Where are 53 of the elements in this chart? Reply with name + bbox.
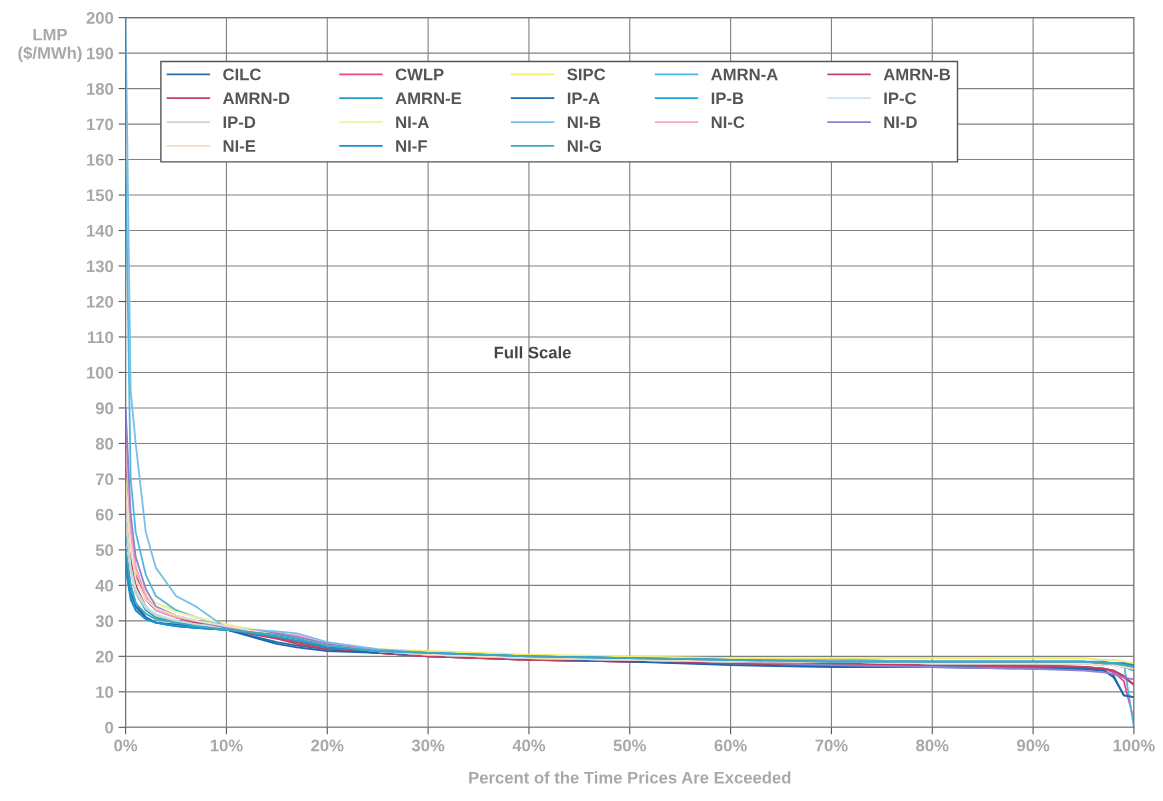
annotation: Full Scale <box>494 346 571 359</box>
y-tick-label: 200 <box>86 12 114 24</box>
x-tick-label: 70% <box>815 739 848 752</box>
y-tick-label: 80 <box>95 437 114 450</box>
legend-label: IP-A <box>567 92 600 105</box>
x-tick-label: 40% <box>512 739 546 752</box>
x-tick-label: 90% <box>1016 739 1050 752</box>
legend-label: NI-F <box>396 140 427 152</box>
y-tick-label: 160 <box>87 153 114 166</box>
legend-label: NI-B <box>567 116 601 128</box>
y-tick-label: 20 <box>95 650 114 663</box>
legend-label: AMRN-E <box>395 92 462 105</box>
y-tick-label: 110 <box>87 331 114 344</box>
x-tick-label: 60% <box>714 739 747 752</box>
y-tick-label: 70 <box>95 473 114 486</box>
x-tick-label: 20% <box>311 739 344 752</box>
y-tick-label: 90 <box>95 402 114 415</box>
y-tick-label: 40 <box>95 579 114 592</box>
y-tick-label: 10 <box>96 686 114 699</box>
x-tick-label: 30% <box>411 739 445 752</box>
x-tick-label: 50% <box>613 739 646 752</box>
y-tick-label: 190 <box>87 47 114 60</box>
y-tick-label: 50 <box>95 544 114 557</box>
x-axis-title: Percent of the Time Prices Are Exceeded <box>469 771 791 784</box>
legend-label: AMRN-A <box>711 68 778 81</box>
y-tick-label: 120 <box>87 295 114 308</box>
y-tick-label: 130 <box>87 260 114 273</box>
y-tick-label: 30 <box>95 615 114 628</box>
y-tick-label: 170 <box>87 118 114 131</box>
y-tick-label: 150 <box>87 189 114 202</box>
y-tick-label: 0 <box>105 721 114 734</box>
legend-label: NI-D <box>884 116 917 128</box>
y-tick-label: 180 <box>87 82 114 95</box>
legend-label: NI-G <box>567 140 601 152</box>
y-tick-label: 100 <box>87 366 114 379</box>
legend-label: AMRN-D <box>222 92 290 105</box>
legend-label: NI-E <box>223 140 256 152</box>
legend-label: CWLP <box>395 68 444 81</box>
legend-label: NI-A <box>396 116 429 128</box>
y-tick-label: 140 <box>87 224 114 237</box>
legend-label: AMRN-B <box>883 68 951 81</box>
x-tick-label: 80% <box>916 739 949 752</box>
legend-label: IP-B <box>711 92 744 105</box>
legend-label: SIPC <box>567 68 606 81</box>
legend-label: IP-C <box>884 92 917 105</box>
legend-label: CILC <box>223 68 261 81</box>
x-tick-label: 0% <box>114 739 138 752</box>
y-tick-label: 60 <box>95 508 114 521</box>
legend-label: NI-C <box>711 116 745 129</box>
x-tick-label: 100% <box>1113 739 1155 752</box>
x-tick-label: 10% <box>210 739 243 752</box>
y-axis-title: LMP ($/MWh) <box>18 28 82 63</box>
legend-label: IP-D <box>223 116 256 128</box>
